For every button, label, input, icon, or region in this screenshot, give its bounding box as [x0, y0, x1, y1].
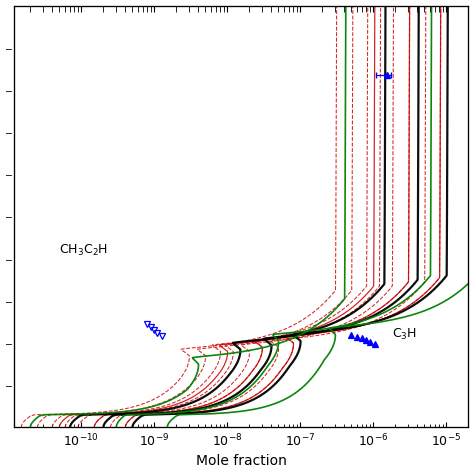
X-axis label: Mole fraction: Mole fraction	[196, 455, 287, 468]
Text: CH$_3$C$_2$H: CH$_3$C$_2$H	[59, 243, 109, 258]
Text: C$_3$H: C$_3$H	[392, 327, 417, 342]
